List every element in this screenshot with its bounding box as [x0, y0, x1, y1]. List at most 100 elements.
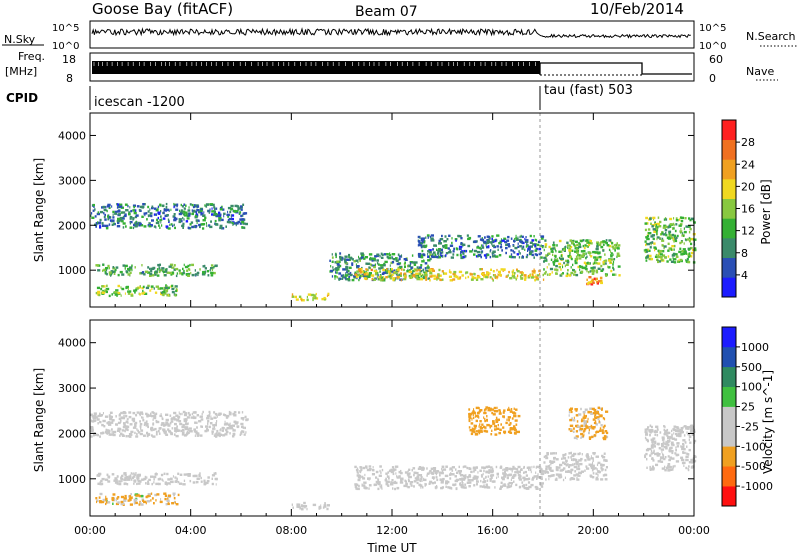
vel-echo-cell [220, 428, 222, 431]
vel-echo-cell [691, 433, 694, 436]
power-echo-cell [415, 275, 419, 279]
vel-echo-cell [99, 492, 103, 496]
power-echo-cell [509, 277, 513, 280]
vel-colorbar-segment [722, 466, 736, 487]
power-echo-cell [162, 293, 165, 296]
power-echo-cell [595, 271, 599, 274]
power-echo-cell [431, 269, 435, 272]
vel-echo-cell [187, 432, 188, 436]
vel-echo-cell [576, 463, 579, 466]
power-echo-cell [662, 237, 664, 241]
vel-echo-cell [593, 427, 595, 430]
vel-echo-cell [507, 416, 511, 419]
power-echo-cell [444, 244, 448, 247]
vel-echo-cell [490, 433, 493, 436]
vel-echo-cell [225, 430, 229, 434]
vel-echo-cell [459, 478, 463, 481]
power-echo-cell [522, 255, 524, 259]
vel-echo-cell [468, 408, 471, 411]
power-echo-cell [142, 285, 145, 289]
power-echo-cell [663, 224, 667, 227]
vel-echo-cell [564, 453, 567, 456]
vel-echo-cell [576, 420, 579, 423]
vel-echo-cell [582, 416, 587, 419]
vel-echo-cell [408, 468, 411, 471]
vel-colorbar-segment [722, 446, 736, 467]
power-echo-cell [99, 226, 102, 229]
vel-echo-cell [387, 475, 390, 478]
vel-echo-cell [603, 437, 607, 441]
vel-echo-cell [595, 455, 599, 458]
power-echo-cell [541, 235, 545, 238]
vel-echo-cell [359, 466, 363, 469]
vel-echo-cell [362, 466, 366, 470]
vel-echo-cell [153, 478, 155, 481]
vel-echo-cell [535, 487, 539, 490]
power-echo-cell [390, 275, 392, 278]
vel-echo-cell [508, 406, 510, 410]
power-echo-cell [588, 276, 592, 279]
vel-echo-cell [102, 419, 106, 423]
power-echo-cell [125, 270, 128, 273]
vel-echo-cell [130, 472, 133, 475]
vel-echo-cell [671, 429, 673, 433]
vel-echo-cell [144, 422, 147, 426]
power-echo-cell [291, 293, 294, 296]
vel-echo-cell [471, 418, 473, 421]
vel-echo-cell [668, 449, 672, 452]
power-echo-cell [492, 270, 495, 273]
power-echo-cell [90, 212, 93, 215]
vel-echo-cell [367, 477, 371, 480]
power-echo-cell [543, 248, 545, 252]
vel-echo-cell [354, 485, 358, 488]
power-echo-cell [218, 216, 222, 219]
power-echo-cell [477, 235, 481, 238]
vel-echo-cell [143, 434, 146, 437]
vel-echo-cell [125, 435, 128, 438]
power-echo-cell [489, 276, 492, 279]
power-echo-cell [382, 264, 386, 267]
vel-echo-cell [129, 498, 132, 501]
power-echo-cell [481, 237, 483, 240]
power-echo-cell [581, 266, 585, 269]
vel-echo-cell [385, 482, 389, 486]
vel-echo-cell [649, 434, 651, 437]
vel-echo-cell [663, 425, 665, 428]
power-echo-cell [612, 261, 615, 264]
power-echo-cell [147, 205, 150, 209]
cpid-strip: CPID icescan -1200 tau (fast) 503 [6, 83, 633, 110]
vel-colorbar-tick-label: 25 [741, 401, 755, 414]
vel-echo-cell [489, 477, 492, 481]
power-echo-cell [164, 274, 167, 277]
power-echo-cell [531, 253, 534, 257]
vel-echo-cell [183, 418, 186, 421]
power-echo-cell [545, 258, 548, 261]
vel-echo-cell [685, 426, 690, 429]
vel-echo-cell [173, 411, 177, 415]
power-echo-cell [643, 249, 645, 252]
power-echo-cell [645, 259, 648, 262]
power-echo-cell [161, 204, 165, 207]
vel-echo-cell [601, 469, 603, 472]
power-echo-cell [559, 257, 562, 261]
power-echo-cell [117, 219, 121, 223]
power-echo-cell [683, 242, 685, 245]
vel-echo-cell [682, 426, 684, 429]
power-echo-cell [671, 233, 675, 237]
power-echo-cell [383, 275, 385, 279]
vel-echo-cell [592, 472, 595, 475]
power-echo-cell [358, 255, 359, 259]
power-echo-cell [552, 253, 554, 256]
vel-echo-cell [474, 426, 477, 429]
power-echo-cell [199, 268, 201, 271]
power-echo-cell [363, 273, 367, 276]
power-echo-cell [128, 213, 131, 216]
power-echo-cell [421, 249, 424, 253]
vel-echo-cell [245, 431, 247, 434]
vel-echo-cell [361, 475, 364, 479]
vel-echo-cell [484, 419, 487, 423]
vel-echo-cell [181, 425, 185, 429]
vel-echo-cell [577, 474, 581, 477]
vel-echo-cell [406, 484, 408, 488]
power-echo-cell [238, 212, 241, 215]
